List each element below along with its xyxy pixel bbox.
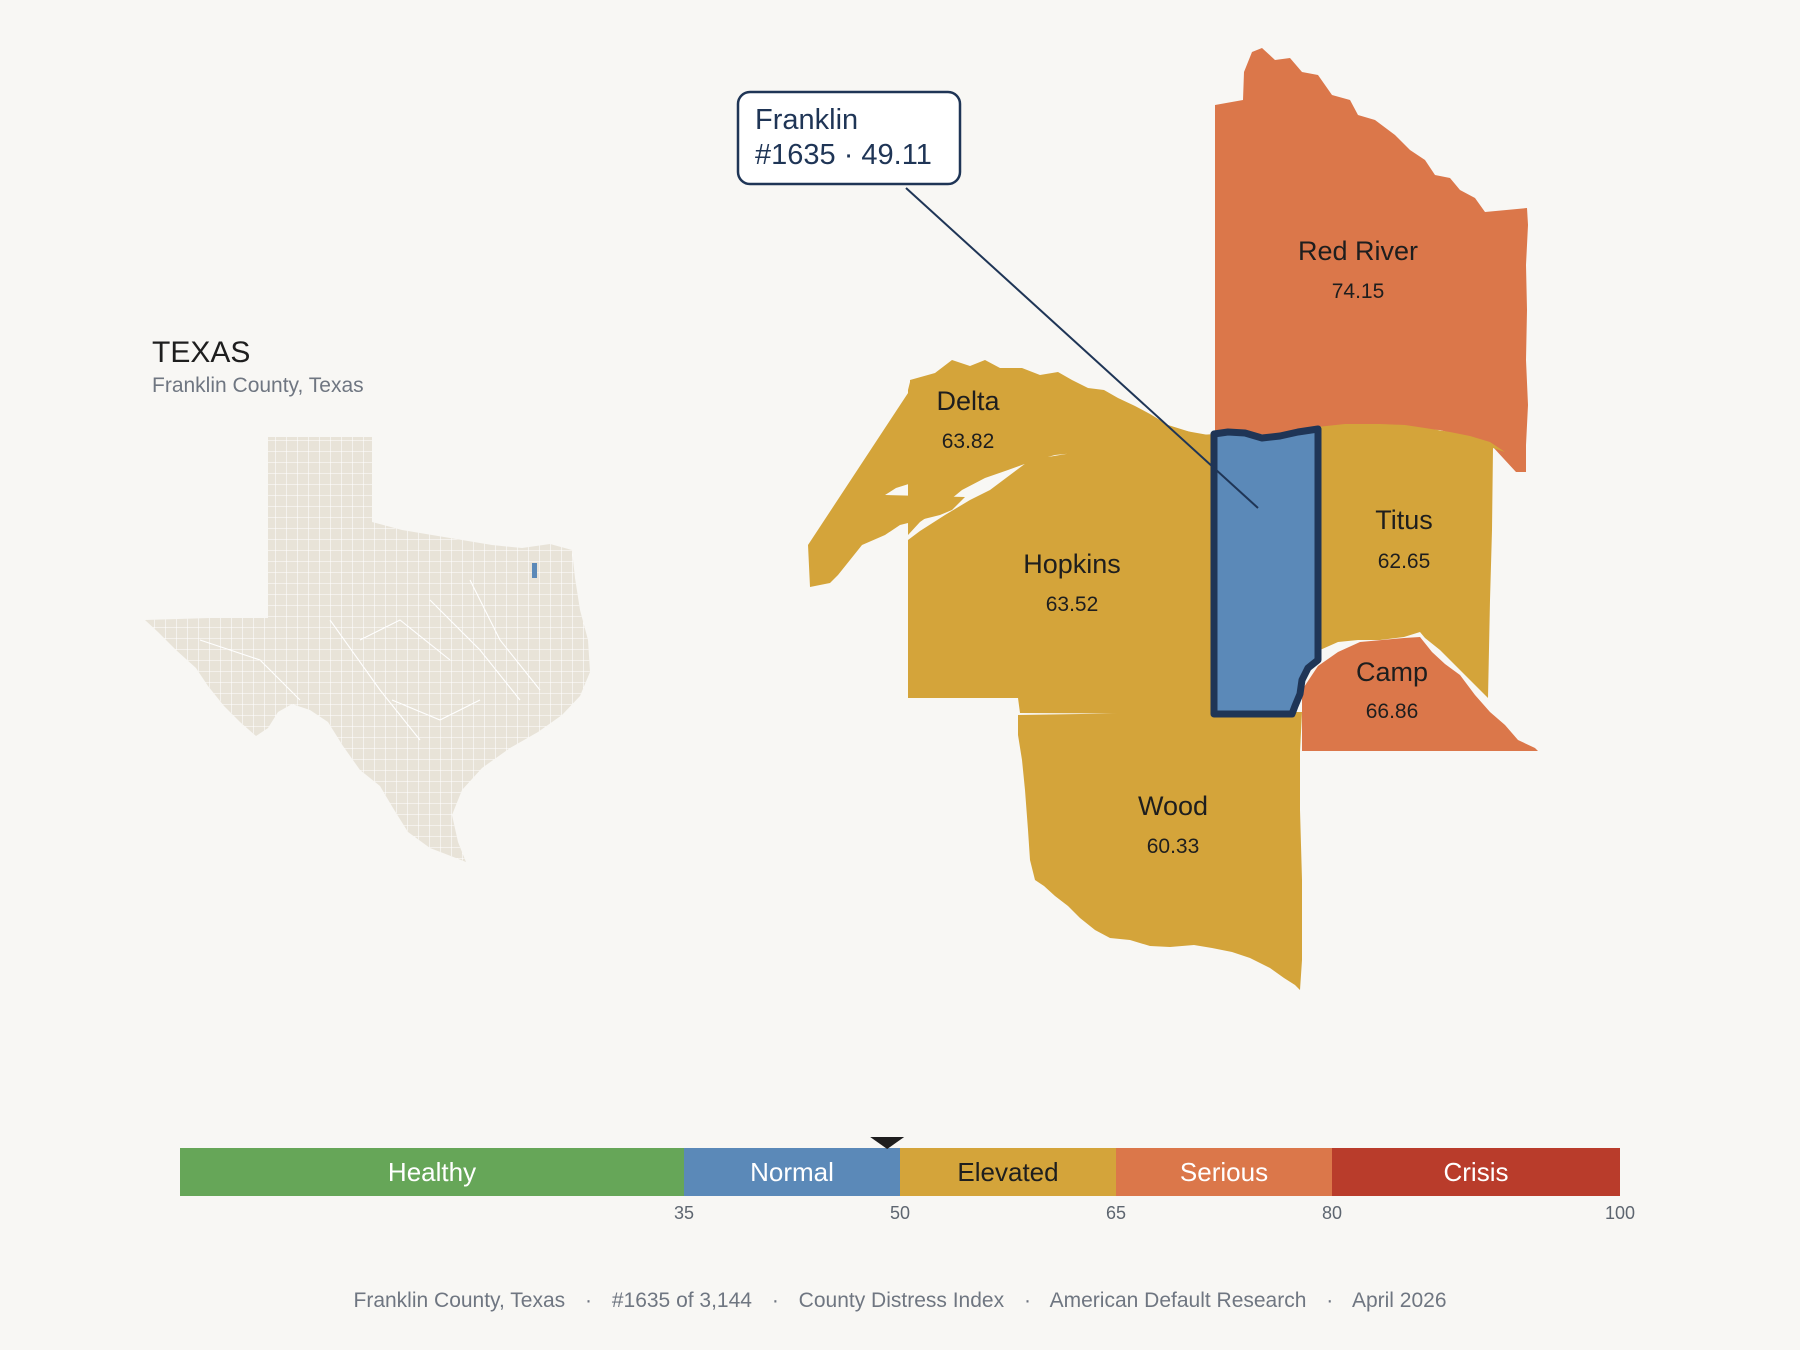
- label-camp-name: Camp: [1356, 657, 1428, 687]
- label-camp-value: 66.86: [1366, 700, 1419, 723]
- label-hopkins-name: Hopkins: [1023, 549, 1121, 579]
- county-titus[interactable]: [1317, 424, 1505, 698]
- scale-tick-65: 65: [1106, 1203, 1126, 1223]
- label-titus-name: Titus: [1375, 505, 1433, 535]
- scale-tick-80: 80: [1322, 1203, 1342, 1223]
- scale-band-label-serious: Serious: [1180, 1157, 1268, 1187]
- label-hopkins-value: 63.52: [1046, 593, 1099, 616]
- callout-rank-score: #1635 · 49.11: [755, 139, 932, 171]
- footer-rank: #1635 of 3,144: [612, 1289, 752, 1312]
- county-camp[interactable]: [1302, 637, 1538, 751]
- scale-band-elevated: [900, 1148, 1116, 1196]
- label-red-river-value: 74.15: [1332, 280, 1385, 303]
- footer-sep-4: ·: [1326, 1289, 1333, 1312]
- footer-source: American Default Research: [1050, 1289, 1307, 1312]
- state-subtitle: Franklin County, Texas: [152, 374, 364, 397]
- county-detail-map: Red River 74.15 Delta 63.82 Hopkins 63.5…: [808, 48, 1538, 990]
- franklin-locator-marker: [532, 563, 537, 578]
- label-red-river-name: Red River: [1298, 236, 1418, 266]
- scale-band-normal: [684, 1148, 900, 1196]
- footer-index: County Distress Index: [799, 1289, 1005, 1312]
- scale-band-crisis: [1332, 1148, 1620, 1196]
- label-delta-value: 63.82: [942, 430, 995, 453]
- texas-county-grid: [145, 437, 590, 862]
- footer-sep-1: ·: [585, 1289, 592, 1312]
- callout-box: [736, 90, 962, 186]
- county-hopkins[interactable]: [908, 382, 1214, 714]
- footer-sep-2: ·: [772, 1289, 779, 1312]
- county-franklin[interactable]: [1210, 425, 1322, 718]
- scale-tick-35: 35: [674, 1203, 694, 1223]
- scale-band-label-elevated: Elevated: [957, 1157, 1058, 1187]
- label-wood-name: Wood: [1138, 791, 1208, 821]
- scale-band-label-healthy: Healthy: [388, 1157, 476, 1187]
- texas-inset-map: [145, 437, 590, 862]
- label-titus-value: 62.65: [1378, 550, 1431, 573]
- callout-county-name: Franklin: [755, 104, 858, 136]
- footer-sep-3: ·: [1024, 1289, 1031, 1312]
- scale-band-serious: [1116, 1148, 1332, 1196]
- scale-band-label-crisis: Crisis: [1444, 1157, 1509, 1187]
- scale-tick-50: 50: [890, 1203, 910, 1223]
- county-red-river[interactable]: [1215, 48, 1528, 472]
- footer-county: Franklin County, Texas: [354, 1289, 566, 1312]
- county-wood[interactable]: [1018, 712, 1302, 990]
- callout-leader-line: [905, 187, 1259, 509]
- scale-band-healthy: [180, 1148, 684, 1196]
- footer-credit: Franklin County, Texas · #1635 of 3,144 …: [354, 1289, 1447, 1312]
- label-wood-value: 60.33: [1147, 835, 1200, 858]
- scale-band-label-normal: Normal: [750, 1157, 834, 1187]
- label-delta-name: Delta: [936, 386, 1000, 416]
- scale-marker-triangle: [870, 1137, 905, 1149]
- franklin-callout: Franklin #1635 · 49.11: [736, 90, 1259, 509]
- state-title: TEXAS: [152, 336, 250, 369]
- footer-date: April 2026: [1352, 1289, 1447, 1312]
- scale-tick-100: 100: [1605, 1203, 1635, 1223]
- distress-scale-bar: Healthy Normal Elevated Serious Crisis 35 50 65…: [180, 1137, 1635, 1223]
